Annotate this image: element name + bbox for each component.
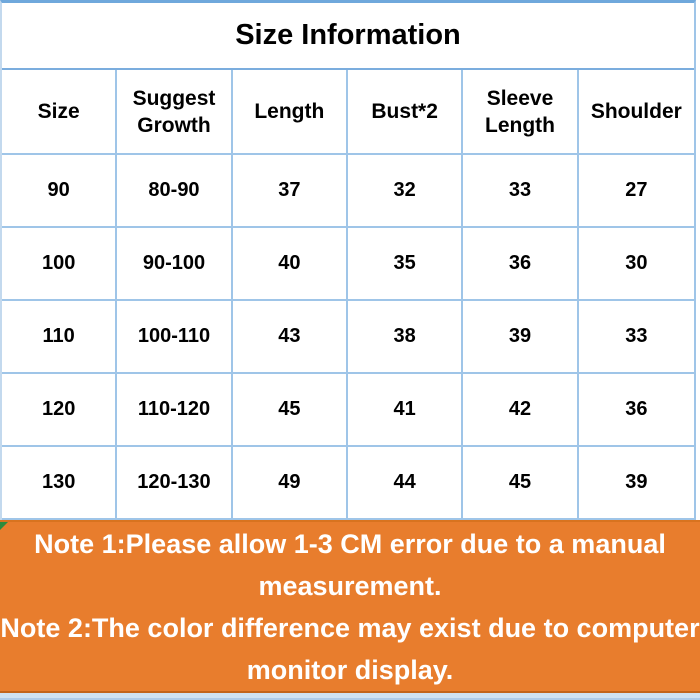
table-cell: 33	[463, 155, 579, 228]
table-cell: 42	[463, 374, 579, 447]
table-cell: 36	[578, 374, 694, 447]
table-cell: 100	[2, 228, 118, 301]
table-cell: 45	[463, 447, 579, 520]
note-1-line-2: measurement.	[258, 570, 442, 601]
table-cell: 45	[232, 374, 348, 447]
table-cell: 120	[2, 374, 118, 447]
size-table: Size Information Size Suggest Growth Len…	[0, 0, 696, 520]
column-header-bust: Bust*2	[348, 70, 464, 155]
table-cell: 39	[578, 447, 694, 520]
table-cell: 41	[348, 374, 464, 447]
table-cell: 35	[348, 228, 464, 301]
corner-marker-icon	[0, 522, 8, 530]
table-cell: 33	[578, 301, 694, 374]
table-cell: 110-120	[117, 374, 233, 447]
note-2-line-1: Note 2:The color difference may exist du…	[0, 612, 700, 643]
note-2-line-2: monitor display.	[246, 654, 454, 685]
table-cell: 44	[348, 447, 464, 520]
note-1-line-1: Note 1:Please allow 1-3 CM error due to …	[34, 528, 666, 559]
table-cell: 39	[463, 301, 579, 374]
column-header-sleeve-length: Sleeve Length	[463, 70, 579, 155]
column-header-size: Size	[2, 70, 118, 155]
table-title: Size Information	[2, 3, 694, 70]
table-cell: 90	[2, 155, 118, 228]
table-cell: 27	[578, 155, 694, 228]
column-header-suggest-growth: Suggest Growth	[117, 70, 233, 155]
table-cell: 40	[232, 228, 348, 301]
table-cell: 130	[2, 447, 118, 520]
table-cell: 100-110	[117, 301, 233, 374]
size-table-grid: Size Suggest Growth Length Bust*2 Sleeve…	[2, 70, 694, 520]
bottom-strip	[0, 693, 700, 700]
table-title-text: Size Information	[235, 19, 461, 51]
table-cell: 32	[348, 155, 464, 228]
table-cell: 36	[463, 228, 579, 301]
table-cell: 49	[232, 447, 348, 520]
column-header-shoulder: Shoulder	[578, 70, 694, 155]
table-cell: 43	[232, 301, 348, 374]
table-cell: 30	[578, 228, 694, 301]
column-header-length: Length	[232, 70, 348, 155]
table-cell: 37	[232, 155, 348, 228]
table-cell: 38	[348, 301, 464, 374]
table-cell: 80-90	[117, 155, 233, 228]
table-cell: 90-100	[117, 228, 233, 301]
notes-panel: Note 1:Please allow 1-3 CM error due to …	[0, 520, 700, 693]
table-cell: 110	[2, 301, 118, 374]
table-cell: 120-130	[117, 447, 233, 520]
